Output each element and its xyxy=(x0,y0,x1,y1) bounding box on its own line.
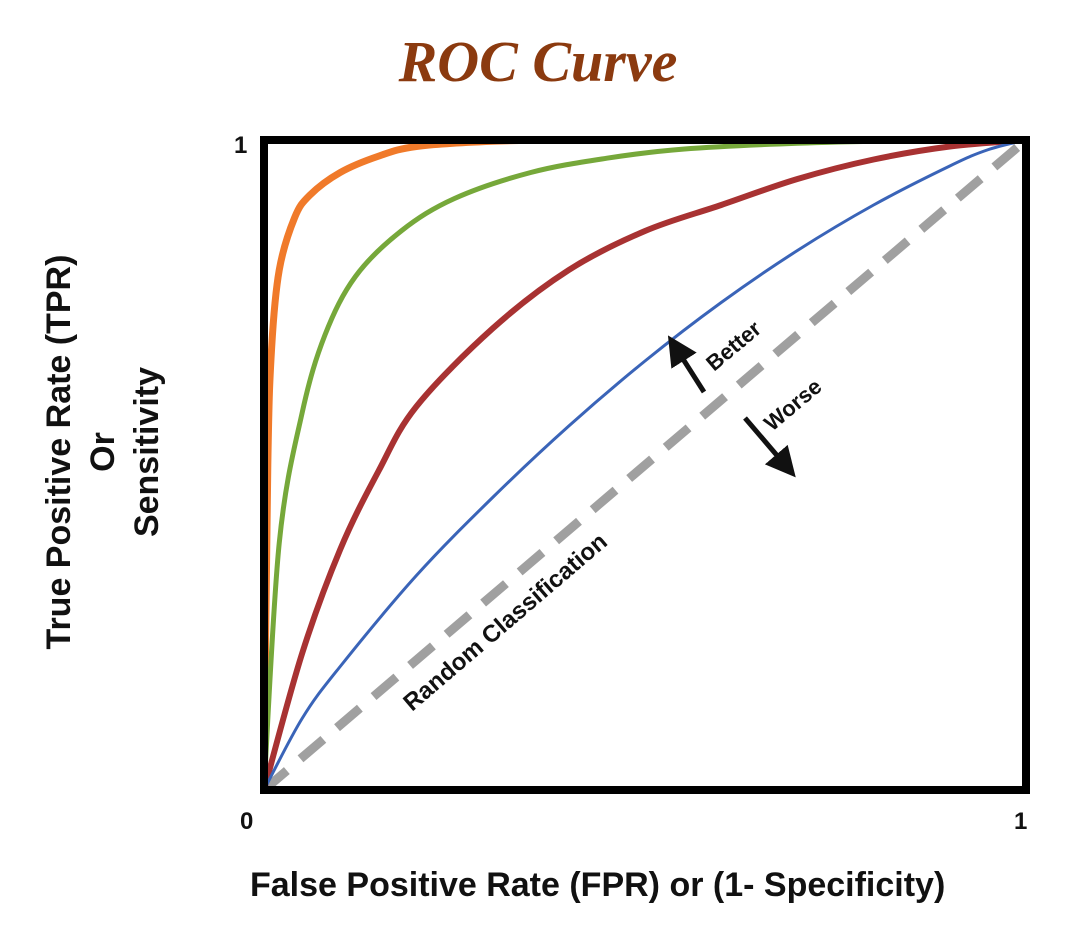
roc-series-line-3 xyxy=(261,137,1029,793)
plot-frame xyxy=(260,136,1030,794)
y-tick-label-1: 1 xyxy=(234,132,248,159)
x-axis-label: False Positive Rate (FPR) or (1- Specifi… xyxy=(250,866,946,904)
roc-series-line-4 xyxy=(262,138,1028,792)
chart-title: ROC Curve xyxy=(398,29,678,94)
random-classification-line xyxy=(261,136,1029,794)
worse-arrow xyxy=(743,416,796,478)
x-tick-label-1: 1 xyxy=(1014,808,1028,835)
random-classification-label: Random Classification xyxy=(398,528,612,717)
better-arrow xyxy=(667,335,707,394)
curves-layer xyxy=(260,136,1030,794)
x-tick-label-0: 0 xyxy=(240,808,254,835)
worse-label: Worse xyxy=(759,374,826,436)
